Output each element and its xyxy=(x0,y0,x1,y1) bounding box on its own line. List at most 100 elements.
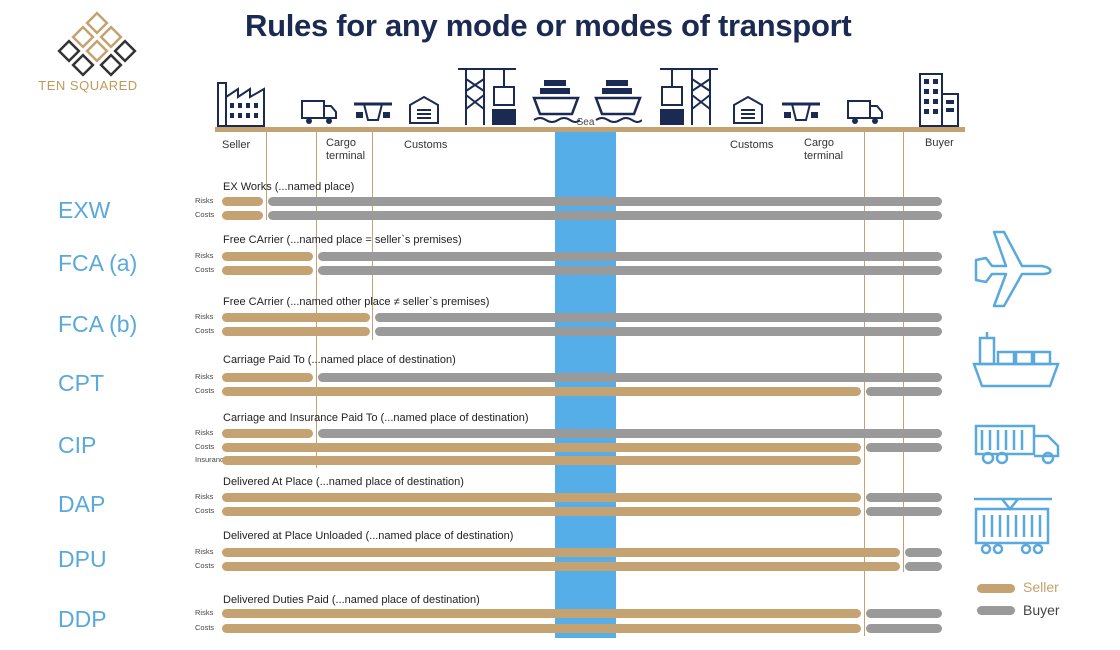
row-label-risks: Risks xyxy=(195,608,214,617)
port-crane-icon xyxy=(458,68,516,125)
row-label-risks: Risks xyxy=(195,372,214,381)
incoterm-code-exw: EXW xyxy=(58,197,111,223)
guide-line-cargo-terminal-destination xyxy=(864,132,865,636)
ship-icon xyxy=(972,332,1060,388)
seller-bar-risks xyxy=(222,548,900,557)
seller-bar-costs xyxy=(222,624,861,633)
incoterm-code-dpu: DPU xyxy=(58,546,107,572)
brand-name: TEN SQUARED xyxy=(38,78,138,93)
incoterm-title-cpt: Carriage Paid To (...named place of dest… xyxy=(223,354,456,366)
guide-line-seller xyxy=(266,132,267,220)
truck-icon xyxy=(974,424,1060,465)
container-ship-icon xyxy=(594,80,642,123)
seller-bar-costs xyxy=(222,327,370,336)
route-baseline xyxy=(215,127,965,132)
seller-bar-risks xyxy=(222,197,263,206)
row-label-costs: Costs xyxy=(195,623,215,632)
incoterm-code-fca-b: FCA (b) xyxy=(58,311,138,337)
cargo-terminal-icon xyxy=(782,102,820,121)
buyer-bar-costs xyxy=(318,266,942,275)
buyer-bar-risks xyxy=(375,313,942,322)
incoterm-title-ddp: Delivered Duties Paid (...named place of… xyxy=(223,594,480,606)
factory-icon xyxy=(217,82,265,127)
incoterm-title-dpu: Delivered at Place Unloaded (...named pl… xyxy=(223,530,514,542)
train-icon xyxy=(974,497,1052,555)
legend-seller-label: Seller xyxy=(1023,579,1059,595)
buyer-bar-risks xyxy=(268,197,942,206)
buyer-bar-risks xyxy=(318,429,942,438)
page-title: Rules for any mode or modes of transport xyxy=(245,8,852,43)
incoterm-code-cip: CIP xyxy=(58,432,97,458)
incoterm-title-fca-a: Free CArrier (...named place = seller`s … xyxy=(223,234,462,246)
location-seller: Seller xyxy=(222,139,251,151)
buyer-bar-risks xyxy=(905,548,942,557)
buyer-bar-costs xyxy=(866,387,942,396)
ten-squared-logo-icon xyxy=(57,11,137,77)
seller-bar-risks xyxy=(222,252,313,261)
incoterm-code-cpt: CPT xyxy=(58,370,104,396)
row-label-risks: Risks xyxy=(195,492,214,501)
incoterm-title-dap: Delivered At Place (...named place of de… xyxy=(223,476,464,488)
sea-label: Sea xyxy=(576,117,595,128)
incoterm-title-fca-b: Free CArrier (...named other place ≠ sel… xyxy=(223,296,490,308)
row-label-costs: Costs xyxy=(195,506,215,515)
location-customs-destination: Customs xyxy=(730,139,774,151)
buyer-bar-risks xyxy=(318,373,942,382)
buyer-bar-costs xyxy=(268,211,942,220)
guide-line-customs-destination xyxy=(903,132,904,572)
row-label-risks: Risks xyxy=(195,196,214,205)
incoterm-title-exw: EX Works (...named place) xyxy=(223,181,355,193)
seller-bar-costs xyxy=(222,266,313,275)
seller-bar-costs xyxy=(222,387,861,396)
row-label-costs: Costs xyxy=(195,265,215,274)
guide-line-cargo-terminal-origin xyxy=(316,132,317,468)
row-label-costs: Costs xyxy=(195,210,215,219)
buyer-bar-costs xyxy=(375,327,942,336)
seller-bar-risks xyxy=(222,493,861,502)
seller-bar-costs xyxy=(222,211,263,220)
incoterm-code-ddp: DDP xyxy=(58,606,107,632)
buyer-bar-risks xyxy=(866,493,942,502)
legend-seller-swatch xyxy=(977,584,1015,593)
buyer-bar-risks xyxy=(866,609,942,618)
seller-bar-risks xyxy=(222,313,370,322)
buyer-bar-costs xyxy=(866,443,942,452)
row-label-costs: Costs xyxy=(195,561,215,570)
port-crane-icon xyxy=(660,68,718,125)
seller-bar-risks xyxy=(222,429,313,438)
row-label-risks: Risks xyxy=(195,251,214,260)
location-cargo-terminal-origin: Cargo terminal xyxy=(326,137,366,162)
container-ship-icon xyxy=(532,80,580,123)
seller-bar-costs xyxy=(222,507,861,516)
buyer-bar-costs xyxy=(866,624,942,633)
legend-buyer-label: Buyer xyxy=(1023,602,1060,618)
incoterm-code-dap: DAP xyxy=(58,491,106,517)
guide-line-customs-origin xyxy=(372,132,373,340)
legend-buyer-swatch xyxy=(977,606,1015,615)
row-label-costs: Costs xyxy=(195,442,215,451)
buyer-bar-costs xyxy=(905,562,942,571)
location-buyer: Buyer xyxy=(925,137,954,149)
row-label-costs: Costs xyxy=(195,386,215,395)
truck-icon xyxy=(847,100,883,124)
truck-icon xyxy=(301,100,337,124)
office-building-icon xyxy=(919,73,959,127)
warehouse-icon xyxy=(733,95,763,124)
buyer-bar-risks xyxy=(318,252,942,261)
buyer-bar-costs xyxy=(866,507,942,516)
incoterm-code-fca-a: FCA (a) xyxy=(58,250,138,276)
location-cargo-terminal-destination: Cargo terminal xyxy=(804,137,844,162)
cargo-terminal-icon xyxy=(354,102,392,121)
warehouse-icon xyxy=(409,95,439,124)
incoterm-title-cip: Carriage and Insurance Paid To (...named… xyxy=(223,412,529,424)
row-label-insurance: Insurance xyxy=(195,455,228,464)
seller-bar-costs xyxy=(222,562,900,571)
seller-bar-costs xyxy=(222,443,861,452)
row-label-risks: Risks xyxy=(195,312,214,321)
seller-bar-risks xyxy=(222,373,313,382)
row-label-risks: Risks xyxy=(195,547,214,556)
airplane-icon xyxy=(974,230,1052,308)
row-label-costs: Costs xyxy=(195,326,215,335)
seller-bar-risks xyxy=(222,609,861,618)
row-label-risks: Risks xyxy=(195,428,214,437)
